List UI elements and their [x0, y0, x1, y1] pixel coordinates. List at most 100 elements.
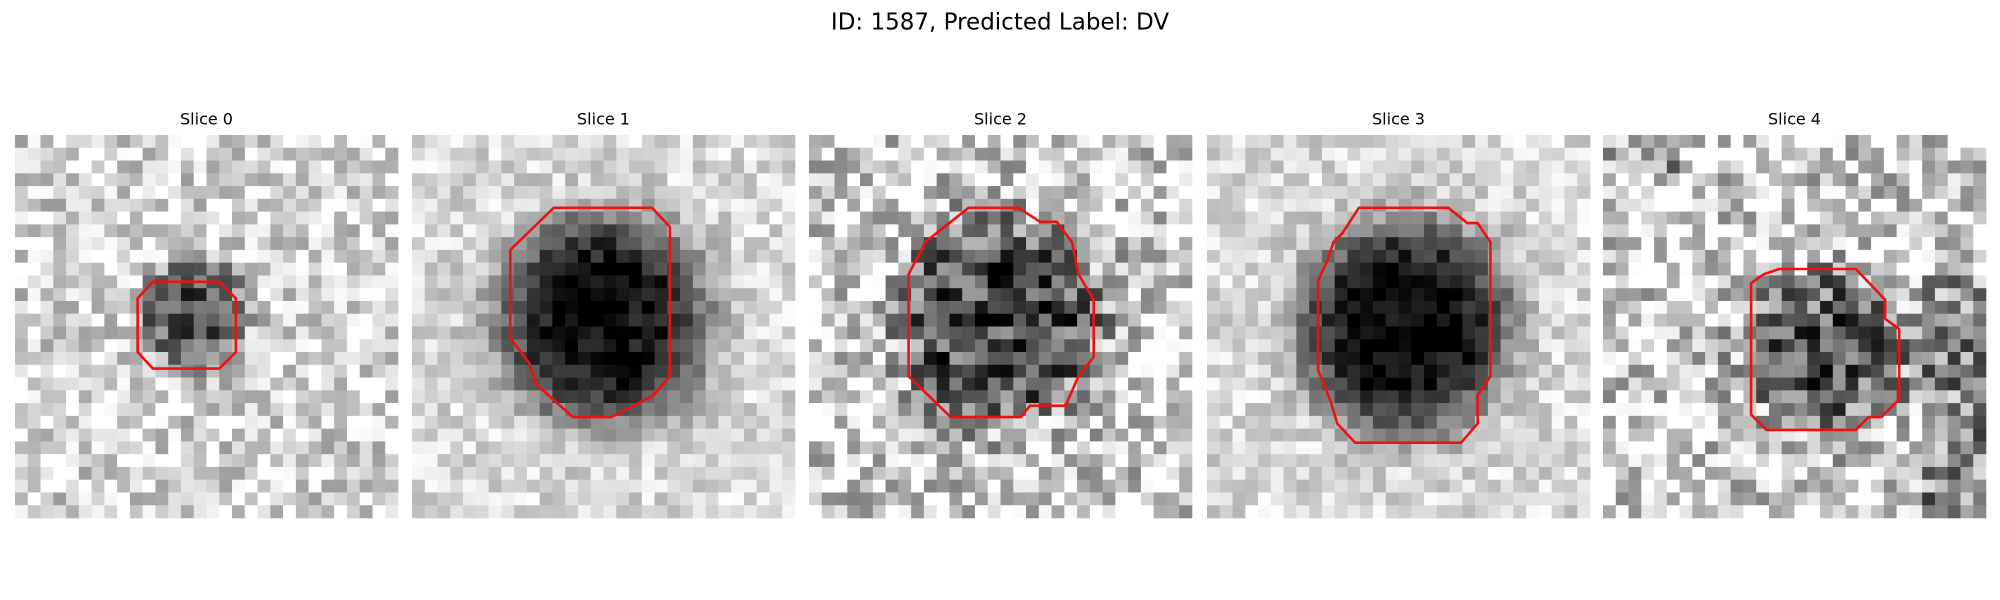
- pixel: [155, 198, 169, 212]
- pixel: [809, 415, 823, 429]
- pixel: [1385, 300, 1399, 315]
- pixel: [1077, 186, 1091, 200]
- pixel: [168, 326, 182, 340]
- pixel: [1372, 313, 1387, 327]
- pixel: [1462, 249, 1476, 263]
- pixel: [1436, 492, 1450, 506]
- pixel: [1449, 288, 1463, 302]
- pixel: [1922, 339, 1936, 353]
- pixel: [1013, 466, 1027, 480]
- pixel: [1538, 428, 1552, 442]
- pixel: [731, 135, 745, 149]
- pixel: [756, 326, 770, 340]
- pixel: [782, 466, 796, 480]
- pixel: [180, 160, 195, 174]
- pixel: [40, 135, 54, 149]
- pixel: [756, 237, 770, 251]
- pixel: [1794, 160, 1808, 174]
- pixel: [962, 466, 976, 480]
- pixel: [731, 492, 745, 506]
- pixel: [962, 224, 976, 238]
- pixel: [168, 454, 182, 468]
- pixel: [565, 505, 579, 519]
- pixel: [718, 415, 732, 429]
- pixel: [616, 249, 630, 263]
- pixel: [1000, 441, 1014, 455]
- pixel: [1756, 160, 1770, 174]
- pixel: [295, 224, 309, 238]
- pixel: [1820, 364, 1834, 378]
- pixel: [1909, 237, 1923, 251]
- pixel: [334, 339, 348, 353]
- pixel: [283, 288, 297, 302]
- pixel: [1973, 147, 1987, 161]
- pixel: [1296, 135, 1310, 149]
- pixel: [232, 147, 246, 161]
- pixel: [1973, 415, 1987, 429]
- pixel: [911, 492, 925, 506]
- pixel: [603, 262, 617, 276]
- pixel: [1487, 224, 1501, 238]
- pixel: [1654, 160, 1668, 174]
- pixel: [1089, 147, 1103, 161]
- pixel: [412, 173, 426, 187]
- pixel: [1179, 505, 1193, 519]
- pixel: [321, 454, 335, 468]
- pixel: [1641, 300, 1655, 315]
- pixel: [1436, 300, 1450, 315]
- pixel: [412, 313, 426, 327]
- pixel: [219, 313, 233, 327]
- pixel: [885, 339, 899, 353]
- pixel: [1245, 454, 1259, 468]
- pixel: [1424, 135, 1438, 149]
- pixel: [1398, 224, 1412, 238]
- pixel: [769, 300, 783, 315]
- pixel: [1102, 326, 1116, 340]
- pixel: [718, 211, 732, 225]
- pixel: [629, 135, 643, 149]
- pixel: [27, 326, 41, 340]
- pixel: [1207, 135, 1221, 149]
- pixel: [1219, 352, 1233, 366]
- pixel: [1883, 377, 1897, 391]
- pixel: [1807, 186, 1821, 200]
- pixel: [1000, 428, 1014, 442]
- pixel: [680, 173, 694, 187]
- pixel: [1615, 479, 1629, 493]
- pixel: [1398, 313, 1412, 327]
- pixel: [1411, 211, 1425, 225]
- pixel: [1871, 339, 1885, 353]
- pixel: [872, 364, 886, 378]
- pixel: [219, 262, 233, 276]
- pixel: [718, 300, 732, 315]
- pixel: [552, 377, 566, 391]
- pixel: [885, 441, 899, 455]
- pixel: [129, 262, 143, 276]
- pixel: [129, 237, 143, 251]
- pixel: [1436, 237, 1450, 251]
- pixel: [15, 224, 29, 238]
- pixel: [1115, 237, 1129, 251]
- pixel: [1064, 505, 1078, 519]
- pixel: [1564, 326, 1578, 340]
- pixel: [117, 135, 131, 149]
- pixel: [1166, 454, 1180, 468]
- pixel: [821, 211, 835, 225]
- pixel: [1424, 147, 1438, 161]
- pixel: [1756, 352, 1770, 366]
- pixel: [1756, 403, 1770, 417]
- pixel: [1705, 160, 1719, 174]
- pixel: [295, 198, 309, 212]
- pixel: [1232, 313, 1246, 327]
- pixel: [308, 313, 322, 327]
- pixel: [1934, 454, 1948, 468]
- pixel: [475, 160, 489, 174]
- pixel: [463, 288, 477, 302]
- pixel: [1577, 352, 1591, 366]
- pixel: [1934, 262, 1948, 276]
- pixel: [501, 249, 515, 263]
- pixel: [860, 339, 874, 353]
- pixel: [962, 339, 976, 353]
- pixel: [53, 288, 67, 302]
- pixel: [308, 428, 322, 442]
